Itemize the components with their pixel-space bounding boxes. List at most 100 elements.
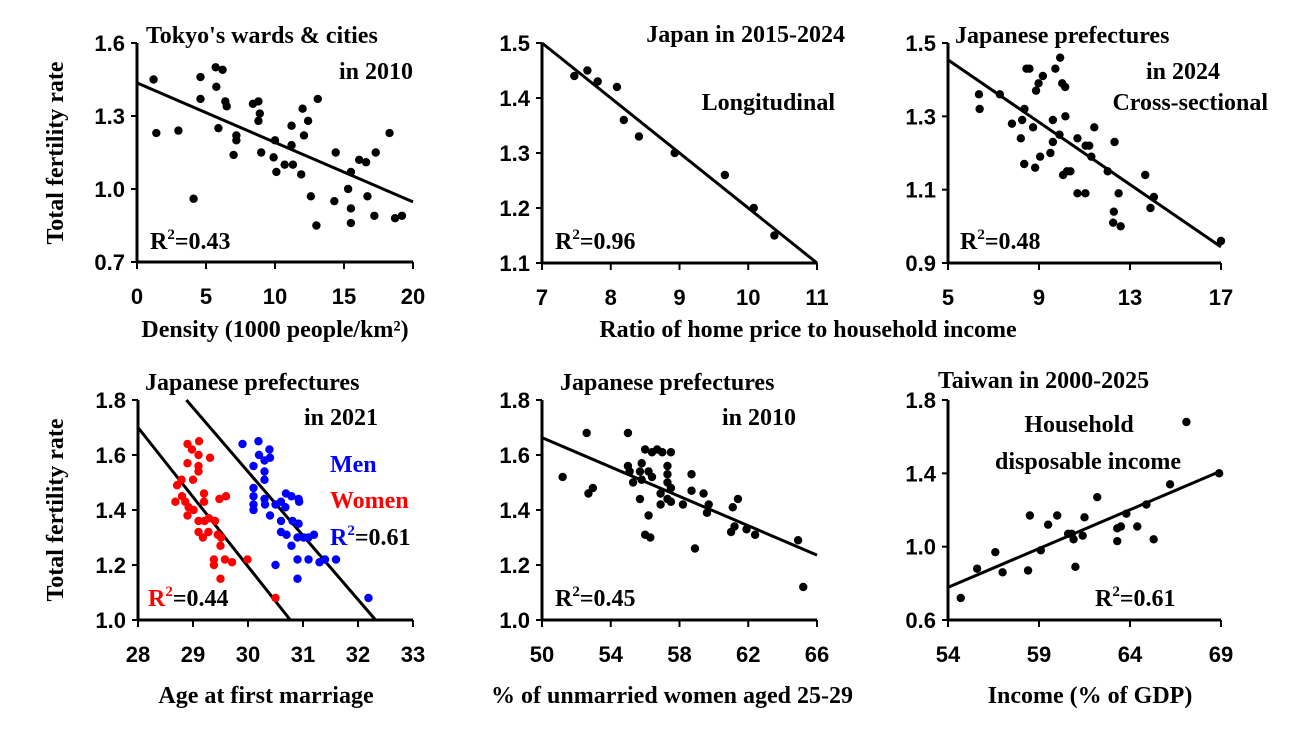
p1-point-wards-cities xyxy=(152,128,161,138)
p1-point-wards-cities xyxy=(397,211,407,220)
p1-r2: R2=0.43 xyxy=(150,227,231,255)
p5-point-prefectures xyxy=(690,544,700,553)
p5-point-prefectures xyxy=(588,483,598,493)
p5-xtick-label: 50 xyxy=(530,642,554,667)
p1-point-wards-cities xyxy=(297,170,306,179)
p1-point-wards-cities xyxy=(189,194,198,203)
p6-point-taiwan-annual xyxy=(1025,511,1035,520)
p5-point-prefectures xyxy=(726,527,736,537)
p2-point-japan-annual xyxy=(570,71,579,81)
p3-point-prefectures xyxy=(1061,112,1070,121)
p2-point-japan-annual xyxy=(593,77,602,86)
p5-point-prefectures xyxy=(628,478,638,487)
p4-xtick-label: 28 xyxy=(126,642,150,667)
p1-point-wards-cities xyxy=(346,218,356,228)
p6-point-taiwan-annual xyxy=(1113,536,1122,546)
p3-point-prefectures xyxy=(1028,123,1038,132)
p1-point-wards-cities xyxy=(363,192,372,201)
p5-point-prefectures xyxy=(666,497,676,506)
p4-point-men xyxy=(238,439,247,449)
p5-xlabel: % of unmarried women aged 25-29 xyxy=(491,683,853,709)
p3-xtick-label: 5 xyxy=(942,285,954,310)
p2-ytick-label: 1.3 xyxy=(499,141,530,166)
p2-xtick-label: 9 xyxy=(673,285,685,310)
p1-point-wards-cities xyxy=(269,153,278,162)
p4-point-men xyxy=(254,437,263,446)
p5-point-prefectures xyxy=(663,470,672,479)
p4-point-men xyxy=(364,593,373,603)
p1-point-wards-cities xyxy=(211,63,220,72)
p4-point-women xyxy=(189,505,198,515)
p2-point-japan-annual xyxy=(634,132,644,141)
panel-prefectures-2024: 0.9 1.1 1.3 1.5 5 9 13 17 xyxy=(905,31,1233,310)
p5-point-prefectures xyxy=(558,472,567,482)
p2-ytick-label: 1.5 xyxy=(499,31,530,56)
p1-xtick-label: 15 xyxy=(332,284,356,309)
p5-point-prefectures xyxy=(750,530,760,539)
p2-point-japan-annual xyxy=(619,115,629,125)
p1-point-wards-cities xyxy=(174,126,183,135)
p3-point-prefectures xyxy=(974,90,984,99)
p3-point-prefectures xyxy=(1087,152,1096,161)
p4-point-men xyxy=(304,555,313,564)
p6-point-taiwan-annual xyxy=(1053,511,1062,520)
p4-point-women xyxy=(194,437,204,446)
p6-point-taiwan-annual xyxy=(956,593,965,603)
p4-point-men xyxy=(294,519,303,528)
p3-point-prefectures xyxy=(1038,71,1048,81)
p3-point-prefectures xyxy=(1146,203,1155,213)
shared-xlabel-top: Ratio of home price to household income xyxy=(599,317,1017,343)
p6-point-taiwan-annual xyxy=(1036,546,1046,555)
p1-point-wards-cities xyxy=(272,167,281,177)
p3-xtick-label: 17 xyxy=(1209,285,1233,310)
p4-point-women xyxy=(188,475,198,484)
p5-title-line1: Japanese prefectures xyxy=(560,370,774,396)
p3-ytick-label: 1.1 xyxy=(905,178,936,203)
p6-point-taiwan-annual xyxy=(1182,417,1191,427)
p5-point-prefectures xyxy=(733,494,743,504)
p1-point-wards-cities xyxy=(343,184,353,194)
p4-point-women xyxy=(194,450,203,460)
p1-point-wards-cities xyxy=(196,72,205,82)
p6-point-taiwan-annual xyxy=(1122,509,1131,518)
p4-point-women xyxy=(205,453,215,462)
p4-point-women xyxy=(215,494,224,504)
p3-xtick-label: 13 xyxy=(1118,285,1142,310)
panel-unmarried-women: 1.0 1.2 1.4 1.6 1.8 50 54 58 62 66 xyxy=(499,388,829,667)
p3-point-prefectures xyxy=(1007,119,1017,128)
p5-ytick-label: 1.4 xyxy=(499,498,530,523)
p3-point-prefectures xyxy=(1085,141,1094,150)
p3-title-line2: in 2024 xyxy=(1146,59,1220,85)
p4-r2-men: R2=0.61 xyxy=(330,523,411,551)
p6-r2: R2=0.61 xyxy=(1095,584,1176,612)
p6-point-taiwan-annual xyxy=(1078,531,1087,540)
p3-point-prefectures xyxy=(1081,189,1090,198)
p1-title-line1: Tokyo's wards & cities xyxy=(146,23,378,49)
p4-point-women xyxy=(183,459,192,468)
p4-fit-line-1 xyxy=(185,399,377,621)
p1-point-wards-cities xyxy=(346,167,356,177)
p6-point-taiwan-annual xyxy=(1023,566,1033,575)
p3-fit-line-0 xyxy=(947,58,1222,249)
p1-xlabel: Density (1000 people/km²) xyxy=(141,317,408,343)
p4-point-women xyxy=(220,555,230,564)
p3-ytick-label: 1.3 xyxy=(905,104,936,129)
p4-legend-men: Men xyxy=(330,452,377,478)
p1-point-wards-cities xyxy=(149,75,158,84)
p5-point-prefectures xyxy=(644,511,653,520)
p6-ytick-label: 1.0 xyxy=(905,535,936,560)
p4-title-line1: Japanese prefectures xyxy=(145,370,359,396)
p4-point-women xyxy=(209,560,219,570)
panel-taiwan-income: 0.6 1.0 1.4 1.8 54 59 64 69 xyxy=(905,388,1233,667)
p2-fit-line-0 xyxy=(541,41,818,265)
p6-point-taiwan-annual xyxy=(1165,480,1175,489)
p4-point-men xyxy=(249,492,258,501)
p4-point-women xyxy=(183,511,192,520)
p3-point-prefectures xyxy=(1216,236,1226,246)
p3-point-prefectures xyxy=(1110,137,1119,147)
p6-xtick-label: 59 xyxy=(1027,642,1051,667)
p4-point-men xyxy=(271,560,280,570)
p3-point-prefectures xyxy=(1055,53,1065,62)
p6-point-taiwan-annual xyxy=(991,547,1000,557)
